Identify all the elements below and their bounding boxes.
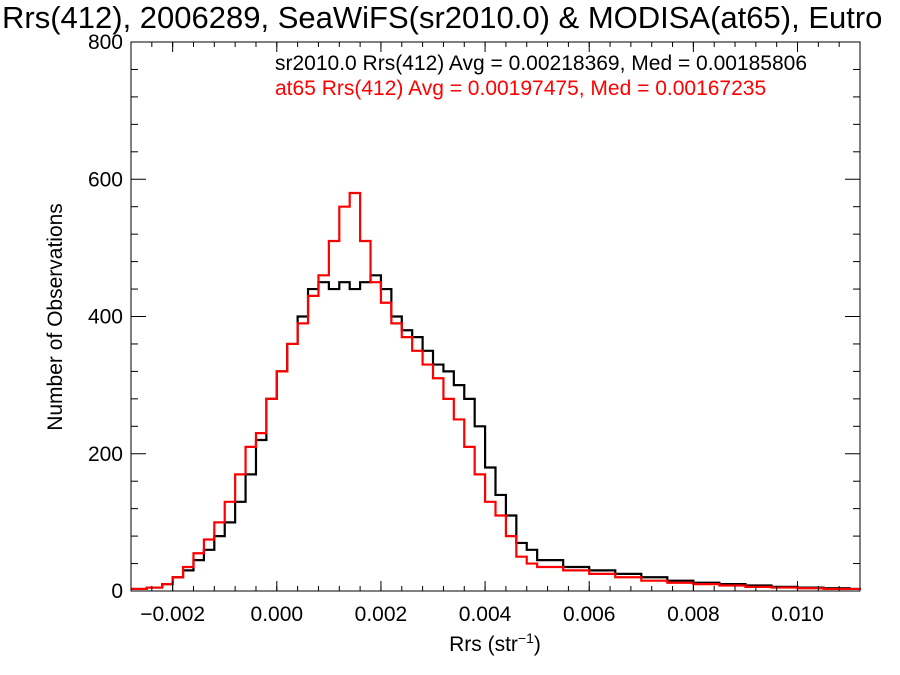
annotation-sr2010-stats: sr2010.0 Rrs(412) Avg = 0.00218369, Med … [275, 52, 807, 75]
series-sr2010-step-line [131, 274, 860, 591]
series-group [131, 191, 862, 591]
annotation-at65-stats: at65 Rrs(412) Avg = 0.00197475, Med = 0.… [275, 77, 766, 100]
y-tick-label: 800 [88, 31, 123, 54]
x-tick-label: 0.008 [667, 603, 720, 626]
y-tick-label: 600 [88, 168, 123, 191]
x-axis-label-superscript: −1 [518, 630, 534, 646]
x-tick-label: 0.010 [771, 603, 824, 626]
x-tick-label: 0.004 [459, 603, 512, 626]
y-tick-label: 200 [88, 443, 123, 466]
chart-title: Rrs(412), 2006289, SeaWiFS(sr2010.0) & M… [2, 0, 882, 35]
x-axis-label-close: ) [534, 633, 541, 656]
x-axis-label-main: Rrs (str [449, 633, 518, 656]
y-tick-label: 0 [111, 580, 123, 603]
ticks-group: −0.002 0.000 0.002 0.004 0.006 0.008 0.010 0 200… [88, 31, 861, 626]
x-tick-label: 0.000 [251, 603, 304, 626]
x-tick-label: 0.002 [355, 603, 408, 626]
series-at65-step-line [131, 191, 862, 591]
y-axis-label: Number of Observations [44, 203, 67, 431]
x-tick-label: 0.006 [563, 603, 616, 626]
y-tick-label: 400 [88, 306, 123, 329]
x-tick-label: −0.002 [140, 603, 205, 626]
x-axis-label: Rrs (str−1) [449, 630, 541, 656]
annotations: sr2010.0 Rrs(412) Avg = 0.00218369, Med … [275, 52, 807, 100]
